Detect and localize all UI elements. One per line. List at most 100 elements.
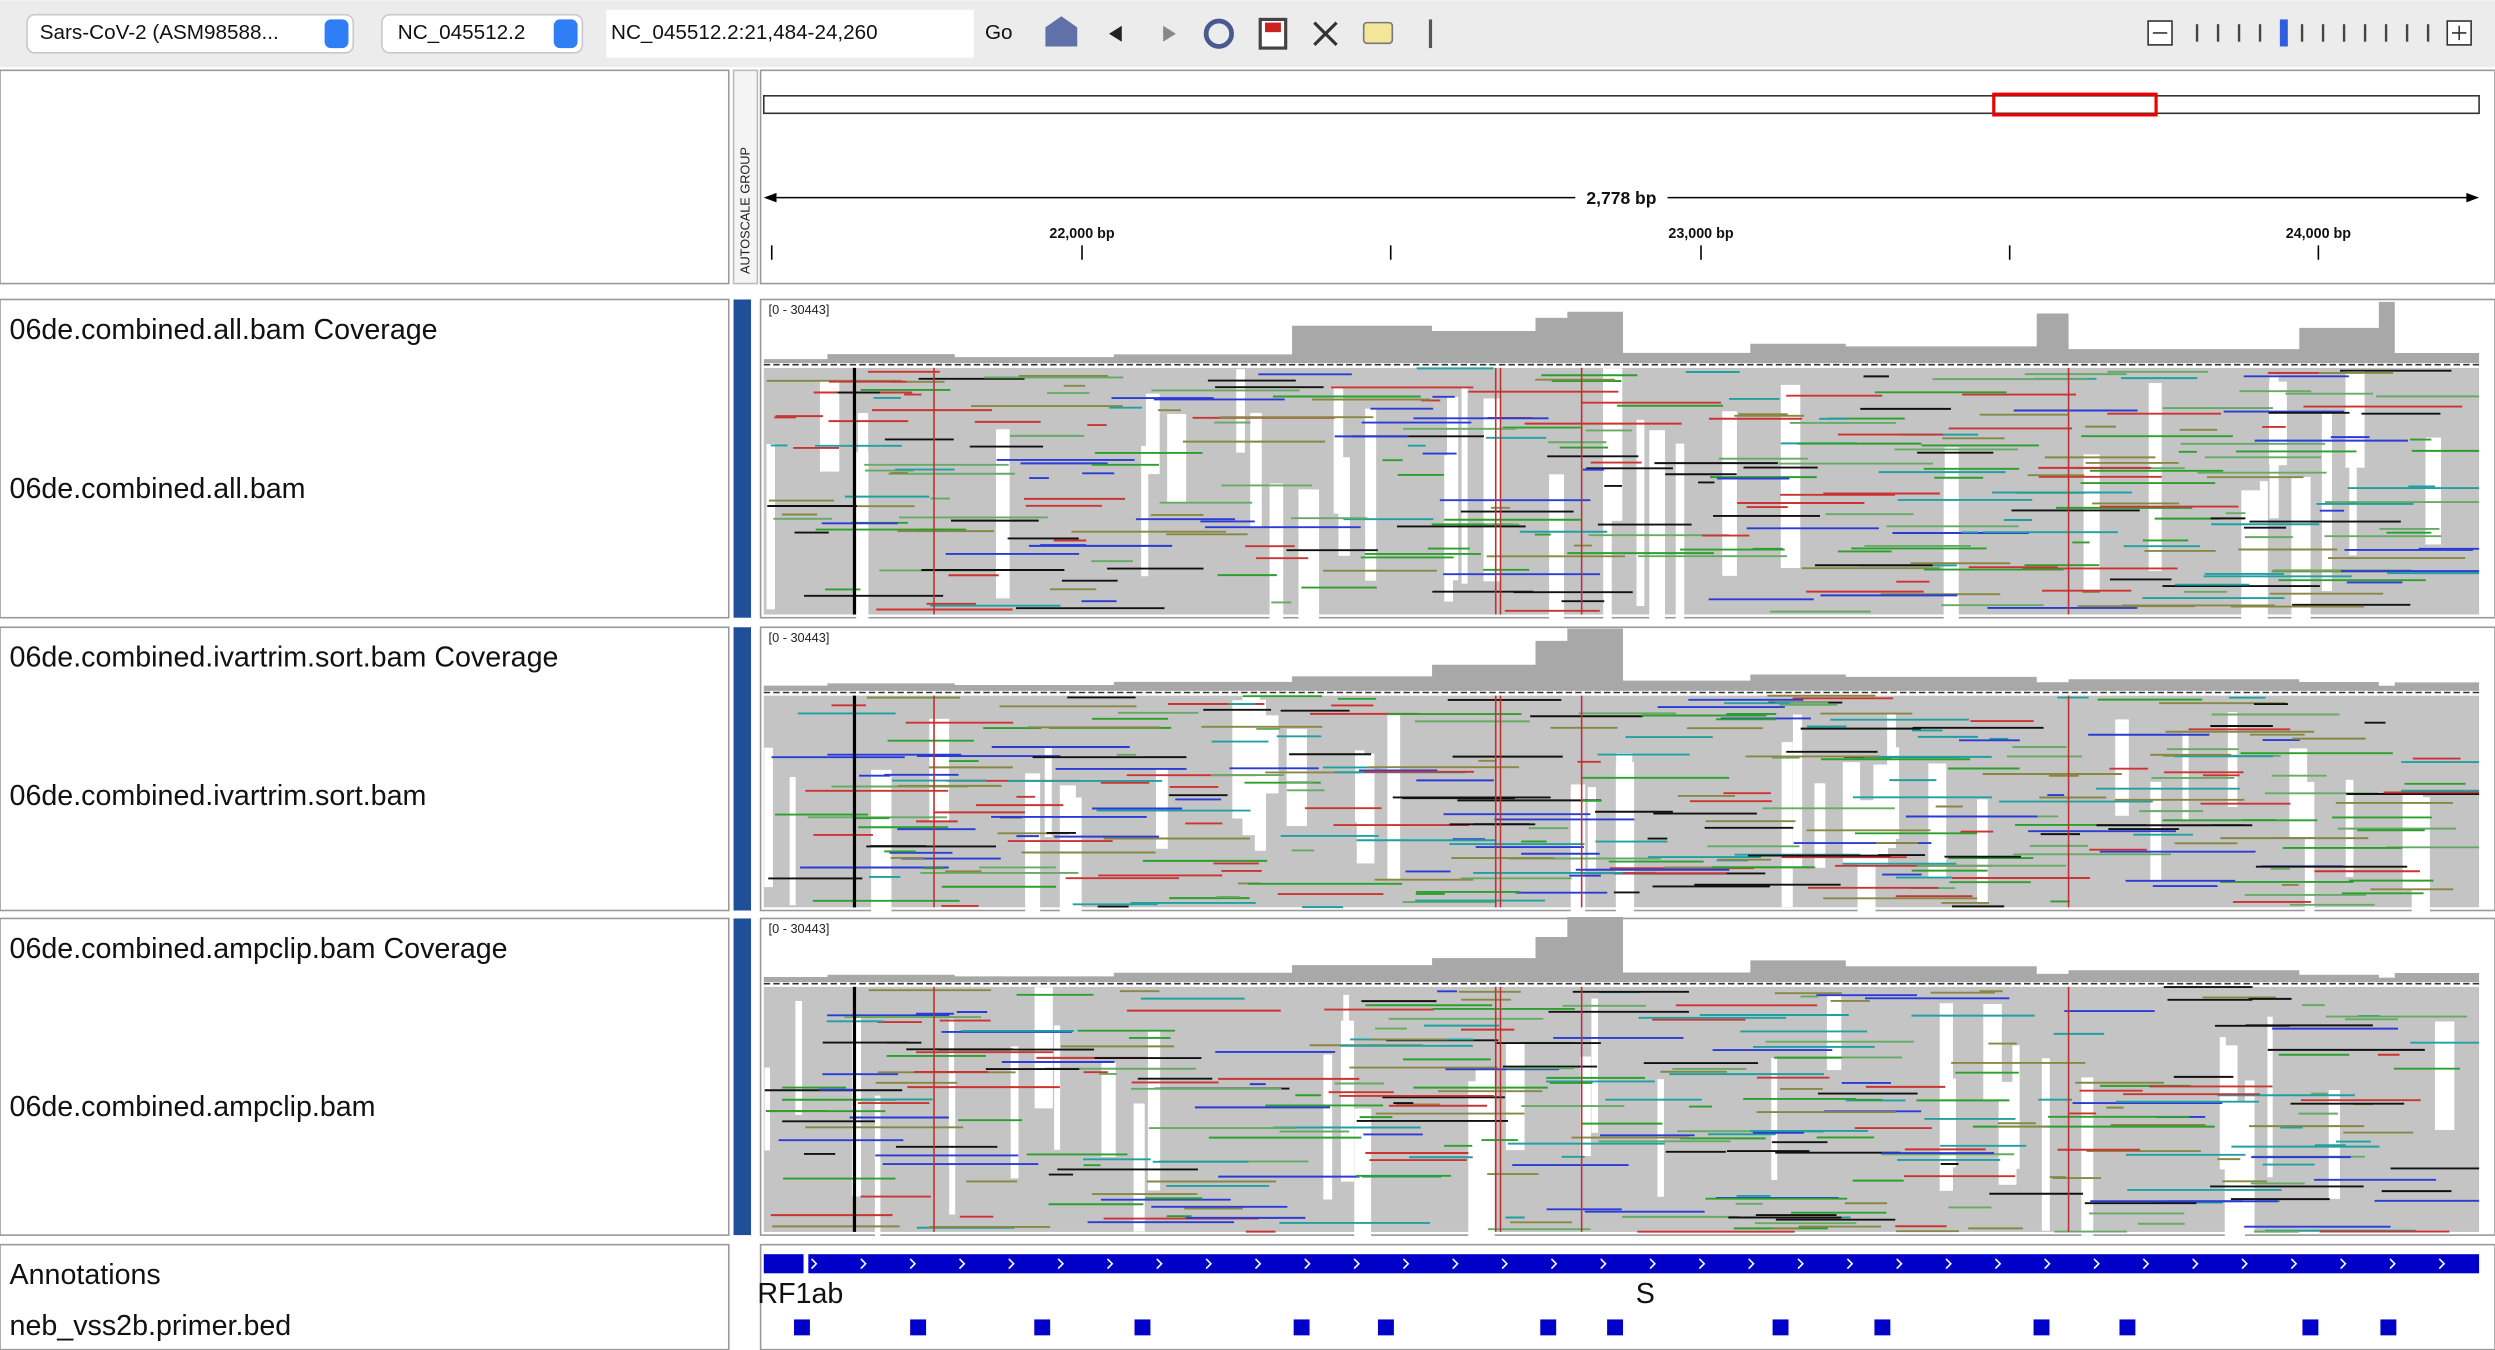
read-gap: [2227, 712, 2238, 807]
read-gap: [1781, 742, 1793, 908]
read-gap: [764, 1067, 770, 1151]
back-button[interactable]: [1109, 25, 1122, 42]
chevron: [1501, 1258, 1508, 1270]
read-gap: [2083, 454, 2100, 590]
read-gap: [1236, 369, 1245, 453]
read-gap: [795, 1000, 803, 1115]
read-gap: [1232, 700, 1246, 819]
read-gap: [2269, 381, 2287, 466]
resize-button[interactable]: [1313, 21, 1338, 47]
read-gap: [2259, 481, 2268, 635]
read-gap: [1025, 773, 1041, 921]
read-gap: [1998, 1081, 2017, 1185]
chevron: [1106, 1258, 1114, 1270]
chevron: [2241, 1258, 2248, 1270]
zoom-tick: [2258, 24, 2262, 42]
chromosome-dropdown[interactable]: [381, 13, 584, 54]
gene-gap: [803, 1252, 809, 1275]
dropdown-arrow[interactable]: [324, 19, 349, 49]
primer: [1034, 1319, 1051, 1336]
coverage-area: [763, 916, 2480, 983]
dropdown-arrow[interactable]: [553, 19, 578, 49]
zoom-slider[interactable]: [2195, 19, 2430, 47]
primer: [1540, 1319, 1557, 1336]
read-gap: [1636, 419, 1645, 606]
chevron: [2438, 1258, 2446, 1270]
zoom-tick: [2342, 24, 2346, 42]
popup-button[interactable]: [1362, 21, 1394, 45]
track-panels: 06de.combined.all.bam Coverage 06de.combi…: [0, 298, 2495, 1274]
primer: [1377, 1319, 1394, 1336]
chevron: [860, 1258, 867, 1270]
chevron: [1698, 1258, 1706, 1270]
read-gap: [1615, 762, 1635, 925]
read-gap: [1603, 452, 1612, 636]
data-range: [0 - 30443]: [769, 302, 830, 317]
read-gap: [2225, 1045, 2238, 1214]
read-gap: [1792, 714, 1803, 868]
zoom-tick: [2300, 24, 2304, 42]
read-gap: [996, 429, 1010, 599]
read-gap: [1928, 763, 1947, 878]
track-panel: 06de.combined.all.bam Coverage 06de.combi…: [0, 298, 2495, 661]
roi-button[interactable]: [1258, 17, 1288, 50]
alignment-track-name: 06de.combined.ampclip.bam: [10, 1091, 376, 1123]
header-name-panel: [0, 69, 730, 285]
read-gap: [1010, 1046, 1019, 1179]
chevron: [1057, 1258, 1065, 1270]
primer: [2033, 1319, 2050, 1336]
go-button[interactable]: Go: [985, 21, 1013, 44]
read-gap: [2425, 437, 2442, 545]
span-label: 2,778 bp: [1586, 188, 1656, 208]
chevron: [2340, 1258, 2347, 1270]
name-panel: [0, 917, 730, 1236]
primer: [794, 1319, 810, 1336]
read-gap: [1939, 1003, 1953, 1191]
chevron: [2389, 1258, 2396, 1270]
read-gap: [2349, 431, 2357, 556]
primer: [1607, 1319, 1624, 1336]
chevron: [2093, 1258, 2100, 1270]
primer-track-name: neb_vss2b.primer.bed: [10, 1310, 292, 1342]
read-gap: [1250, 412, 1262, 528]
read-gap: [2402, 790, 2424, 890]
chevron: [2142, 1258, 2150, 1270]
primer: [2119, 1319, 2136, 1336]
read-gap: [1570, 784, 1586, 938]
zoom-tick: [2321, 24, 2325, 42]
zoom-in-icon: [2452, 25, 2467, 41]
read-gap: [789, 777, 796, 906]
read-gap: [2345, 370, 2365, 468]
chevron: [1994, 1258, 2002, 1270]
annotation-name-panel: [0, 1243, 730, 1350]
ruler-ticks: [770, 245, 2320, 260]
read-gap: [929, 718, 950, 821]
refresh-button[interactable]: [1203, 18, 1234, 49]
read-gap: [2086, 1099, 2093, 1181]
read-gap: [1354, 1108, 1372, 1274]
zoom-tick: [2279, 19, 2288, 47]
read-gap: [2304, 781, 2315, 923]
read-gap: [1587, 787, 1597, 869]
home-button[interactable]: [1045, 16, 1078, 47]
ruler-label: 24,000 bp: [2286, 226, 2351, 242]
locus-field[interactable]: [606, 9, 974, 58]
coverage-area: [763, 301, 2480, 364]
read-gap: [764, 747, 773, 888]
read-gap: [1446, 396, 1459, 581]
genome-dropdown[interactable]: [26, 13, 355, 54]
read-gap: [1133, 1103, 1145, 1232]
primer: [1293, 1319, 1310, 1336]
read-gap: [1145, 393, 1160, 475]
read-gap: [1771, 1058, 1778, 1180]
chromosome-label: NC_045512.2: [398, 21, 526, 44]
chevron: [1797, 1258, 1804, 1270]
attribute-strip: [732, 69, 759, 285]
forward-button[interactable]: [1163, 25, 1176, 42]
read-gap: [2267, 1016, 2273, 1178]
chevron: [2290, 1258, 2298, 1270]
chromosome-ideogram: [762, 95, 2480, 115]
ruler-label: 22,000 bp: [1049, 226, 1114, 242]
chevron: [1156, 1258, 1163, 1270]
